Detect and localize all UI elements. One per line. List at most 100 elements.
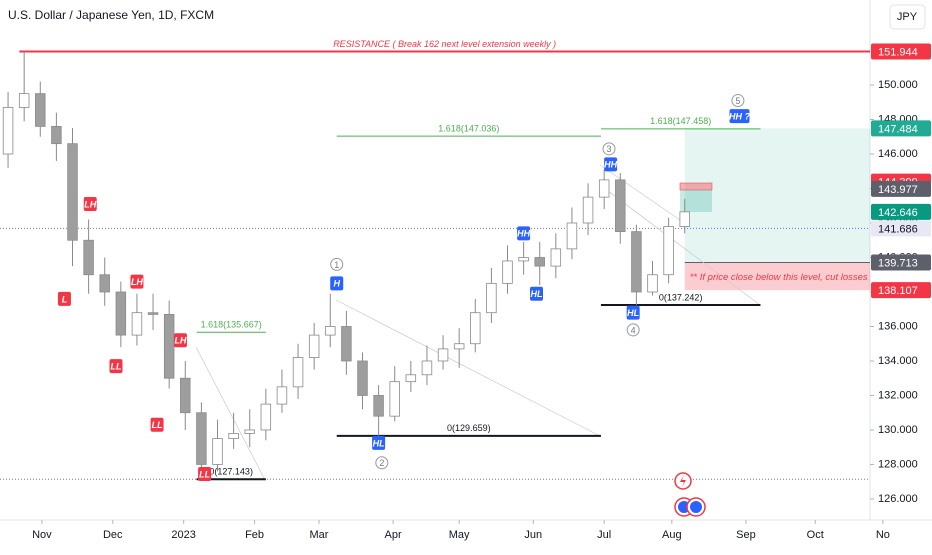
candle-body (147, 312, 159, 315)
y-tick-label: 126.000 (878, 493, 918, 505)
guide-line (335, 299, 601, 437)
currency-button[interactable] (889, 4, 926, 30)
wave-badge (109, 359, 123, 374)
candle-body (421, 360, 433, 376)
x-tick-label: Jun (524, 529, 542, 541)
price-badge (871, 203, 931, 220)
wave-label: HL (373, 438, 385, 448)
candle-body (679, 211, 690, 227)
wave-badge (130, 274, 144, 289)
y-tick-label: 146.000 (878, 148, 918, 160)
x-tick-label: Sep (736, 529, 756, 541)
candle-body (18, 93, 30, 108)
candle-body (437, 348, 449, 362)
x-tick-label: Apr (385, 529, 402, 541)
level-label: 1.618(147.458) (650, 116, 711, 126)
level-label: 0(137.242) (659, 292, 703, 302)
wave-badge (57, 291, 71, 306)
candle-body (244, 429, 255, 434)
wave-count (602, 142, 616, 156)
wave-badge (198, 466, 212, 481)
candle-body (647, 274, 658, 293)
x-tick-label: Aug (662, 529, 682, 541)
candle-body (550, 248, 562, 267)
wave-label: L (62, 294, 68, 304)
stop-zone (684, 262, 870, 291)
wave-count (626, 323, 640, 337)
wave-badge (530, 286, 543, 301)
candle-body (325, 326, 336, 336)
candle-body (260, 403, 272, 431)
x-tick-label: Jul (597, 529, 611, 541)
candle-body (308, 334, 320, 358)
candle-body (196, 412, 207, 465)
x-tick-label: Feb (245, 529, 264, 541)
x-tick-label: No (876, 529, 890, 541)
level-label: 0(127.143) (209, 467, 253, 477)
price-badge-label: 139.713 (878, 257, 918, 269)
price-axis-bg (870, 0, 932, 550)
candle-body (502, 260, 513, 284)
candle-body (453, 343, 465, 350)
candle-body (67, 143, 78, 241)
trade-box (680, 190, 712, 212)
wave-count (731, 94, 745, 108)
price-badge (871, 282, 931, 299)
guide-line (599, 164, 681, 221)
wave-count-label: 4 (631, 325, 636, 335)
candle-body (357, 360, 368, 396)
candle-body (115, 291, 127, 336)
wave-label: HL (627, 308, 639, 318)
wave-badge (729, 109, 750, 124)
wave-label: LL (111, 362, 122, 372)
candle-body (276, 386, 288, 405)
x-tick-label: Nov (32, 529, 52, 541)
candle-body (389, 381, 400, 417)
currency[interactable]: JPY (897, 11, 918, 23)
wave-badge (173, 333, 187, 348)
wave-count-label: 2 (379, 458, 384, 468)
wave-label: HH (604, 160, 617, 170)
candle-body (615, 179, 626, 233)
price-badge (871, 120, 931, 137)
x-tick-label: 2023 (171, 529, 195, 541)
event-icons (674, 472, 706, 517)
wave-label: LL (152, 420, 163, 430)
wave-count-label: 3 (606, 144, 611, 154)
wave-label: H (333, 279, 340, 289)
price-badge (871, 180, 931, 197)
candle-body (582, 196, 594, 224)
candle-body (405, 374, 417, 383)
wave-badge (626, 305, 640, 320)
candle-body (212, 438, 223, 465)
wave-label: HH ? (729, 111, 750, 121)
candle-body (598, 179, 610, 198)
y-tick-label: 128.000 (878, 458, 918, 470)
level-label: 1.618(135.667) (201, 320, 262, 330)
candle-body (51, 126, 62, 145)
candle-body (292, 357, 304, 388)
wave-badge (83, 197, 97, 212)
candle-body (518, 257, 529, 262)
candle-body (566, 222, 578, 250)
wave-badge (517, 226, 531, 241)
candle-body (486, 282, 497, 314)
price-badge-label: 143.977 (878, 184, 918, 196)
chart-title: U.S. Dollar / Japanese Yen, 1D, FXCM (8, 8, 214, 22)
price-badge (871, 254, 931, 271)
candle-body (341, 326, 352, 362)
price-badge-label: 147.484 (878, 123, 918, 135)
price-badge (871, 43, 931, 60)
guide-line (599, 184, 761, 306)
candle-body (228, 433, 239, 439)
wave-label: HL (531, 289, 543, 299)
candle-body (631, 231, 642, 293)
y-tick-label: 150.000 (878, 79, 918, 91)
wave-count (330, 257, 344, 271)
candle-body (99, 274, 110, 293)
trade-box (679, 182, 713, 191)
wave-count (375, 456, 389, 470)
wave-badge (604, 157, 618, 172)
candle-body (2, 107, 14, 155)
